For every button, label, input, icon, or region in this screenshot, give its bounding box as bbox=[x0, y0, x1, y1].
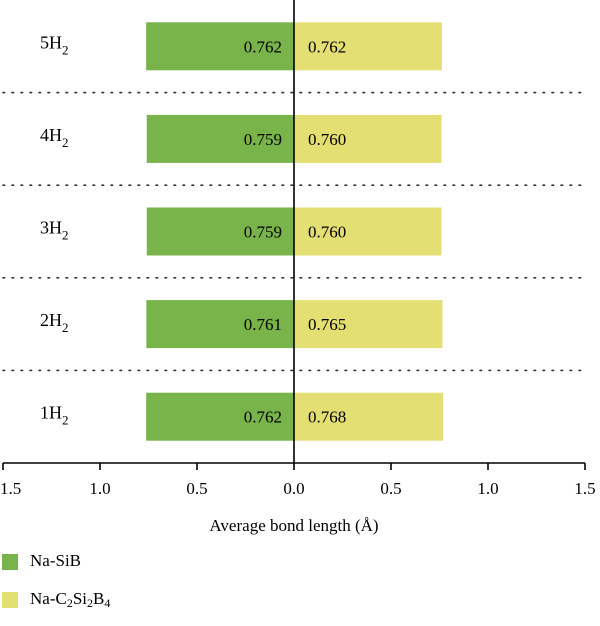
bar-na-c2si2b4 bbox=[294, 207, 442, 256]
legend-label-text: Na-SiB bbox=[30, 551, 81, 570]
legend-label-subscript: 4 bbox=[104, 596, 111, 610]
category-label-base: 1H bbox=[40, 403, 62, 423]
category-label: 4H2 bbox=[40, 125, 69, 150]
data-label: 0.759 bbox=[244, 223, 282, 242]
category-label-subscript: 2 bbox=[62, 320, 69, 335]
legend: Na-SiB Na-C2Si2B4 bbox=[0, 550, 300, 626]
category-label-subscript: 2 bbox=[62, 135, 69, 150]
data-label: 0.760 bbox=[308, 130, 346, 149]
category-label: 5H2 bbox=[40, 32, 69, 57]
legend-label-text: B bbox=[93, 589, 105, 608]
legend-item: Na-SiB bbox=[0, 550, 300, 576]
legend-label-subscript: 2 bbox=[66, 596, 73, 610]
category-label-base: 5H bbox=[40, 32, 62, 52]
category-label: 3H2 bbox=[40, 218, 69, 243]
category-label-subscript: 2 bbox=[62, 413, 69, 428]
bar-na-sib bbox=[146, 207, 294, 256]
data-label: 0.760 bbox=[308, 223, 346, 242]
x-tick-label: 1.0 bbox=[89, 479, 110, 498]
x-tick-label: 1.5 bbox=[574, 479, 595, 498]
bar-na-c2si2b4 bbox=[294, 300, 443, 349]
category-label-base: 3H bbox=[40, 218, 62, 238]
category-label-base: 2H bbox=[40, 310, 62, 330]
bar-na-c2si2b4 bbox=[294, 114, 442, 163]
x-tick-label: 1.5 bbox=[0, 479, 21, 498]
data-label: 0.762 bbox=[308, 37, 346, 56]
legend-label-text: Si bbox=[72, 589, 88, 608]
bar-na-sib bbox=[146, 114, 294, 163]
x-tick-label: 0.5 bbox=[186, 479, 207, 498]
data-label: 0.762 bbox=[244, 37, 282, 56]
legend-swatch bbox=[2, 554, 18, 570]
x-axis-title: Average bond length (Å) bbox=[209, 516, 378, 535]
data-label: 0.762 bbox=[244, 408, 282, 427]
x-tick-label: 0.5 bbox=[380, 479, 401, 498]
data-label: 0.759 bbox=[244, 130, 282, 149]
legend-label: Na-SiB bbox=[30, 550, 81, 572]
category-label: 1H2 bbox=[40, 403, 69, 428]
bar-na-sib bbox=[146, 22, 294, 71]
legend-label-subscript: 2 bbox=[87, 596, 94, 610]
x-tick-label: 1.0 bbox=[477, 479, 498, 498]
data-label: 0.765 bbox=[308, 315, 346, 334]
x-tick-label: 0.0 bbox=[283, 479, 304, 498]
bar-na-sib bbox=[146, 300, 294, 349]
legend-label-text: Na-C bbox=[30, 589, 67, 608]
category-label: 2H2 bbox=[40, 310, 69, 335]
category-label-base: 4H bbox=[40, 125, 62, 145]
category-label-subscript: 2 bbox=[62, 42, 69, 57]
legend-swatch bbox=[2, 592, 18, 608]
category-label-subscript: 2 bbox=[62, 228, 69, 243]
legend-item: Na-C2Si2B4 bbox=[0, 588, 300, 614]
bar-na-c2si2b4 bbox=[294, 392, 443, 441]
legend-label: Na-C2Si2B4 bbox=[30, 588, 110, 610]
data-label: 0.761 bbox=[244, 315, 282, 334]
data-label: 0.768 bbox=[308, 408, 346, 427]
bar-na-c2si2b4 bbox=[294, 22, 442, 71]
bar-na-sib bbox=[146, 392, 294, 441]
